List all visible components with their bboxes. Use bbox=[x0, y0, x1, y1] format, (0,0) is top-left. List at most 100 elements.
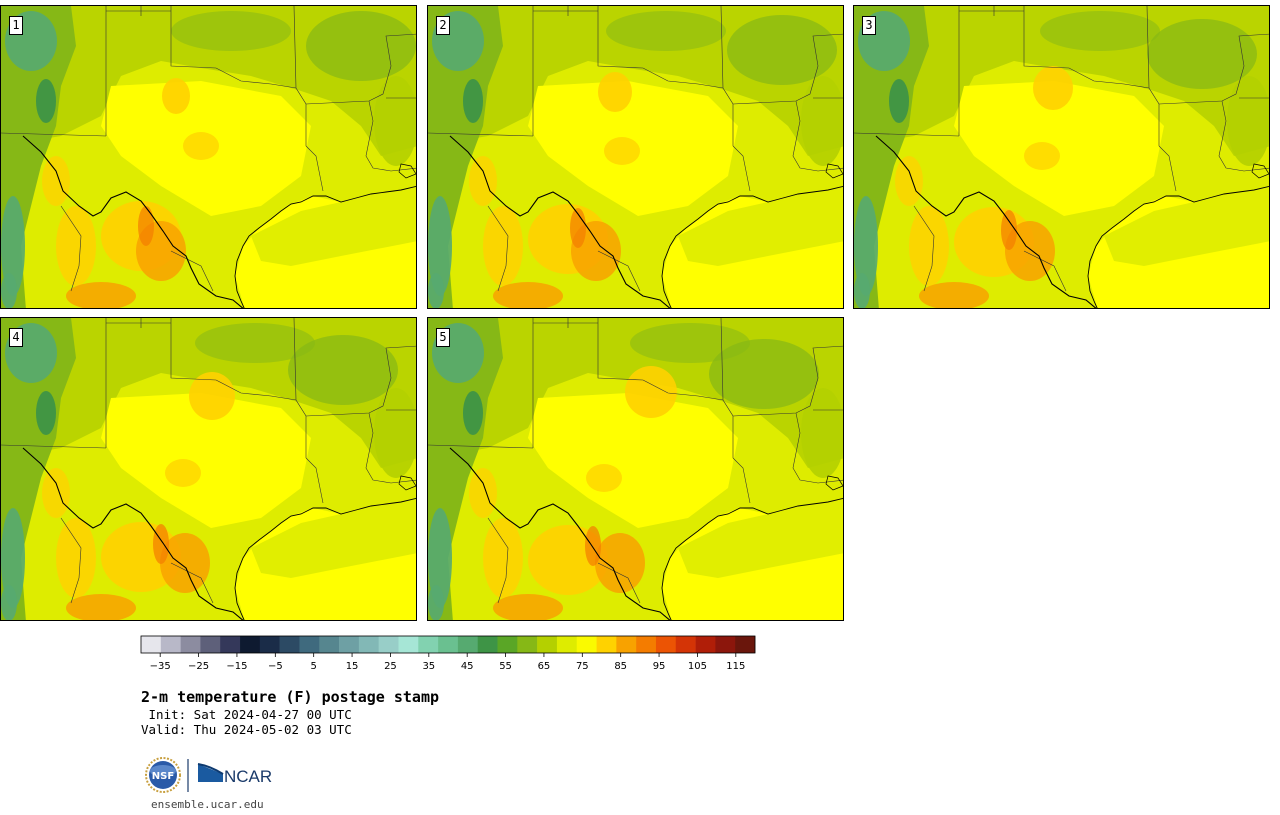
mountain-blob bbox=[889, 79, 909, 123]
coastline bbox=[234, 498, 416, 620]
temperature-field bbox=[854, 6, 1269, 308]
colorbar-swatch bbox=[378, 636, 399, 653]
cool-blob bbox=[195, 323, 315, 363]
mountain-blob bbox=[428, 273, 444, 308]
cool-blob bbox=[801, 76, 843, 166]
state-boundary bbox=[720, 6, 734, 146]
state-boundary bbox=[792, 412, 843, 484]
colorbar-tick-label: −35 bbox=[150, 661, 171, 672]
colorbar-swatch bbox=[636, 636, 657, 653]
mountain-blob bbox=[1, 273, 17, 308]
temperature-map-4 bbox=[1, 318, 416, 620]
cool-blob bbox=[606, 11, 726, 51]
state-boundary bbox=[487, 205, 509, 292]
member-panel-5: 5 bbox=[427, 317, 844, 621]
colorbar-swatch bbox=[576, 636, 597, 653]
temperature-map-5 bbox=[428, 318, 843, 620]
warm-blob bbox=[483, 518, 523, 598]
colorbar-swatch bbox=[655, 636, 677, 653]
cool-blob bbox=[374, 388, 416, 478]
warm-blob bbox=[895, 156, 923, 206]
state-boundary bbox=[913, 205, 935, 292]
hot-core bbox=[585, 526, 601, 566]
state-boundary bbox=[60, 205, 82, 292]
colorbar-swatch bbox=[200, 636, 221, 653]
colorbar-swatch bbox=[616, 636, 637, 653]
mountain-blob bbox=[428, 508, 452, 608]
state-boundary bbox=[428, 444, 534, 449]
colorbar-swatch bbox=[695, 636, 716, 653]
cool-blob bbox=[1147, 19, 1257, 89]
state-boundary bbox=[732, 145, 751, 192]
state-boundary bbox=[597, 562, 641, 604]
state-boundary bbox=[959, 6, 1024, 16]
country-border bbox=[875, 135, 1097, 308]
mountain-blob bbox=[428, 585, 444, 620]
colorbar-tick-label: 105 bbox=[688, 661, 707, 672]
hot-blob bbox=[1005, 221, 1055, 281]
colorbar-swatch bbox=[438, 636, 459, 653]
colorbar-tick-label: 75 bbox=[576, 661, 589, 672]
warm-plains bbox=[101, 393, 311, 528]
warm-blob bbox=[604, 137, 640, 165]
warm-blob bbox=[1024, 142, 1060, 170]
warm-blob bbox=[183, 132, 219, 160]
cool-blob bbox=[374, 76, 416, 166]
colorbar-swatch bbox=[279, 636, 300, 653]
colorbar-swatch bbox=[537, 636, 558, 653]
cool-blob bbox=[288, 335, 398, 405]
hot-blob bbox=[595, 533, 645, 593]
coastal-band bbox=[678, 498, 843, 578]
lake-outline bbox=[1251, 163, 1269, 179]
hot-blob bbox=[919, 282, 989, 308]
hot-blob bbox=[493, 282, 563, 308]
mountain-blob bbox=[854, 196, 878, 296]
member-label-3: 3 bbox=[862, 16, 876, 35]
nsf-logo-text: NSF bbox=[152, 771, 174, 782]
state-boundary bbox=[732, 33, 843, 105]
colorbar-tick-label: 15 bbox=[346, 661, 359, 672]
colorbar-tick-label: 55 bbox=[499, 661, 512, 672]
state-boundary bbox=[1158, 33, 1269, 105]
colorbar-swatch bbox=[220, 636, 241, 653]
colorbar-swatch bbox=[418, 636, 439, 653]
lake-outline bbox=[398, 163, 416, 179]
colorbar-tick-label: −5 bbox=[268, 661, 283, 672]
ncar-logo-icon: NCAR bbox=[197, 763, 272, 786]
colorbar-swatch bbox=[457, 636, 479, 653]
valid-time: Valid: Thu 2024-05-02 03 UTC bbox=[141, 722, 352, 737]
state-boundary bbox=[305, 33, 416, 105]
warm-blob bbox=[56, 518, 96, 598]
member-panel-3: 3 bbox=[853, 5, 1270, 309]
country-border bbox=[22, 135, 244, 308]
colorbar-swatch bbox=[715, 636, 736, 653]
coastal-band bbox=[251, 186, 416, 266]
state-boundary bbox=[170, 318, 297, 401]
state-boundary bbox=[854, 132, 960, 137]
colorbar-swatch bbox=[240, 636, 261, 653]
state-boundary bbox=[533, 318, 598, 328]
hot-core bbox=[570, 208, 586, 248]
colorbar-swatch bbox=[299, 636, 320, 653]
state-boundary bbox=[792, 100, 843, 172]
hot-core bbox=[153, 524, 169, 564]
warm-blob bbox=[42, 468, 70, 518]
coastal-band bbox=[678, 186, 843, 266]
state-boundary bbox=[170, 6, 297, 89]
state-boundary bbox=[1218, 100, 1269, 172]
state-boundary bbox=[597, 318, 724, 401]
state-boundary bbox=[170, 250, 214, 292]
mountain-blob bbox=[463, 391, 483, 435]
colorbar-tick-label: 115 bbox=[726, 661, 745, 672]
member-label-2: 2 bbox=[436, 16, 450, 35]
country-border bbox=[449, 447, 671, 620]
hot-blob bbox=[160, 533, 210, 593]
coastline bbox=[1087, 186, 1269, 308]
country-border bbox=[22, 447, 244, 620]
member-label-4: 4 bbox=[9, 328, 23, 347]
coastline bbox=[661, 498, 843, 620]
website-link[interactable]: ensemble.ucar.edu bbox=[151, 798, 264, 811]
member-panel-4: 4 bbox=[0, 317, 417, 621]
cool-blob bbox=[801, 388, 843, 478]
mountain-blob bbox=[854, 273, 870, 308]
